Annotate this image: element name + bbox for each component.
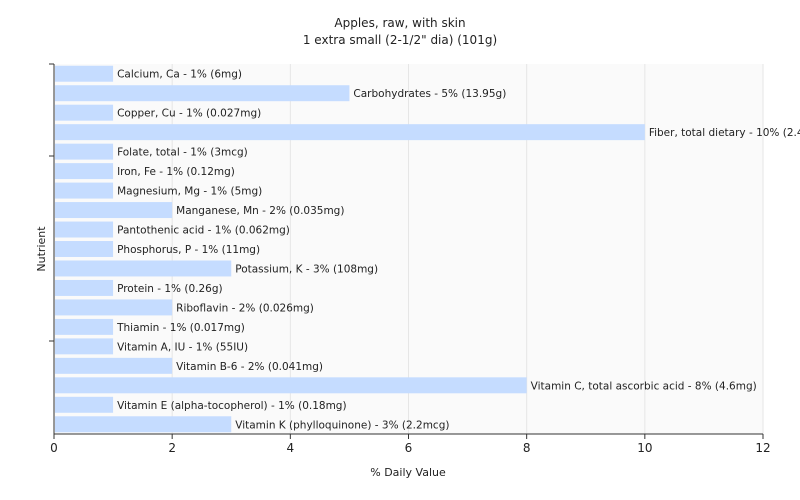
bar-label: Vitamin E (alpha-tocopherol) - 1% (0.18m… [117, 400, 347, 412]
chart-title: Apples, raw, with skin [334, 16, 465, 30]
bar [55, 377, 527, 394]
bars-group [55, 65, 645, 433]
x-tick-label: 6 [405, 441, 413, 455]
x-axis-title: % Daily Value [370, 466, 446, 479]
bar [55, 338, 114, 355]
bar [55, 299, 173, 316]
bar-label: Manganese, Mn - 2% (0.035mg) [176, 205, 344, 217]
bar-label: Protein - 1% (0.26g) [117, 283, 223, 295]
x-tick-label: 2 [168, 441, 176, 455]
bar-label: Potassium, K - 3% (108mg) [235, 263, 378, 275]
bar-label: Iron, Fe - 1% (0.12mg) [117, 166, 235, 178]
bar-labels-group: Calcium, Ca - 1% (6mg) Carbohydrates - 5%… [116, 69, 800, 432]
bar [55, 357, 173, 374]
bar [55, 396, 114, 413]
x-tick-label: 8 [523, 441, 531, 455]
x-tick-label: 10 [637, 441, 652, 455]
bar-label: Vitamin B-6 - 2% (0.041mg) [176, 361, 323, 373]
bar-label: Fiber, total dietary - 10% (2.4g) [649, 127, 800, 139]
bar [55, 279, 114, 296]
y-axis-title: Nutrient [35, 226, 48, 272]
bar-label: Vitamin K (phylloquinone) - 3% (2.2mcg) [235, 419, 449, 431]
bar-label: Carbohydrates - 5% (13.95g) [353, 88, 506, 100]
bar-label: Vitamin C, total ascorbic acid - 8% (4.6… [531, 380, 757, 392]
x-tick-label: 12 [755, 441, 770, 455]
bar-label: Copper, Cu - 1% (0.027mg) [117, 108, 261, 120]
bar [55, 260, 232, 277]
bar [55, 202, 173, 219]
bar [55, 318, 114, 335]
x-tick-group: 0 2 4 6 8 10 12 [50, 434, 771, 455]
bar [55, 221, 114, 238]
chart-subtitle: 1 extra small (2-1/2" dia) (101g) [303, 33, 497, 47]
bar [55, 241, 114, 257]
bar-label: Magnesium, Mg - 1% (5mg) [117, 186, 262, 198]
bar [55, 104, 114, 121]
bar-label: Folate, total - 1% (3mcg) [117, 147, 248, 159]
bar-label: Thiamin - 1% (0.017mg) [116, 322, 245, 334]
bar [55, 124, 645, 141]
bar [55, 182, 114, 199]
x-tick-label: 0 [50, 441, 58, 455]
bar-label: Pantothenic acid - 1% (0.062mg) [117, 225, 290, 237]
bar [55, 143, 114, 160]
bar [55, 85, 350, 102]
bar-label: Phosphorus, P - 1% (11mg) [117, 244, 260, 256]
bar-label: Riboflavin - 2% (0.026mg) [176, 302, 314, 314]
bar-label: Calcium, Ca - 1% (6mg) [117, 69, 242, 81]
bar [55, 65, 114, 82]
bar-label: Vitamin A, IU - 1% (55IU) [117, 341, 248, 353]
bar [55, 416, 232, 433]
x-tick-label: 4 [287, 441, 295, 455]
bar [55, 163, 114, 180]
